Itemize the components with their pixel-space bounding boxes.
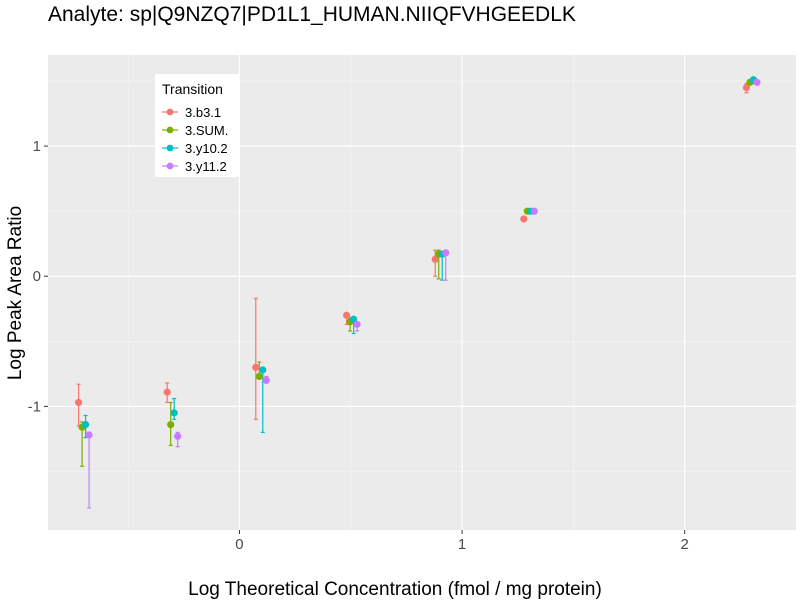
legend-label: 3.y10.2: [185, 141, 228, 156]
data-point: [255, 372, 263, 381]
legend-key-point: [166, 144, 174, 152]
y-tick-label: 0: [33, 268, 41, 285]
legend-title: Transition: [162, 81, 223, 97]
data-point: [163, 388, 171, 396]
legend-label: 3.SUM.: [185, 123, 228, 138]
y-tick-label: 1: [33, 138, 41, 155]
x-tick-label: 1: [458, 536, 466, 553]
data-point: [431, 255, 439, 263]
legend-label: 3.y11.2: [185, 159, 227, 174]
legend-key-point: [166, 126, 174, 134]
data-point: [81, 420, 90, 429]
data-point: [85, 431, 93, 439]
data-point: [530, 207, 538, 215]
data-point: [353, 320, 361, 328]
data-points: [74, 76, 761, 440]
data-point: [520, 215, 528, 223]
legend-key-point: [166, 108, 174, 116]
grid-minor: [48, 55, 796, 530]
y-axis-label: Log Peak Area Ratio: [5, 206, 26, 380]
legend-label: 3.b3.1: [185, 105, 221, 120]
data-point: [74, 398, 83, 407]
y-tick-label: -1: [28, 398, 41, 415]
x-axis-label: Log Theoretical Concentration (fmol / mg…: [188, 579, 602, 600]
chart-title: Analyte: sp|Q9NZQ7|PD1L1_HUMAN.NIIQFVHGE…: [48, 3, 576, 26]
legend: Transition 3.b3.1 3.SUM. 3.y10.2 3.y11.2: [155, 74, 240, 177]
x-tick-label: 2: [681, 536, 689, 553]
data-point: [259, 366, 267, 374]
data-point: [262, 376, 270, 384]
axis-ticks: 0 1 2 -1 0 1: [28, 138, 689, 553]
data-point: [753, 78, 761, 86]
data-point: [167, 420, 175, 429]
data-point: [343, 311, 351, 319]
data-point: [742, 83, 751, 92]
x-tick-label: 0: [235, 536, 243, 553]
legend-box: [155, 74, 240, 177]
data-point: [174, 432, 182, 440]
data-point: [350, 315, 358, 323]
legend-items: 3.b3.1 3.SUM. 3.y10.2 3.y11.2: [162, 105, 228, 174]
legend-key-point: [166, 162, 174, 170]
data-point: [442, 249, 450, 257]
data-point: [170, 409, 178, 417]
data-point: [252, 363, 260, 371]
